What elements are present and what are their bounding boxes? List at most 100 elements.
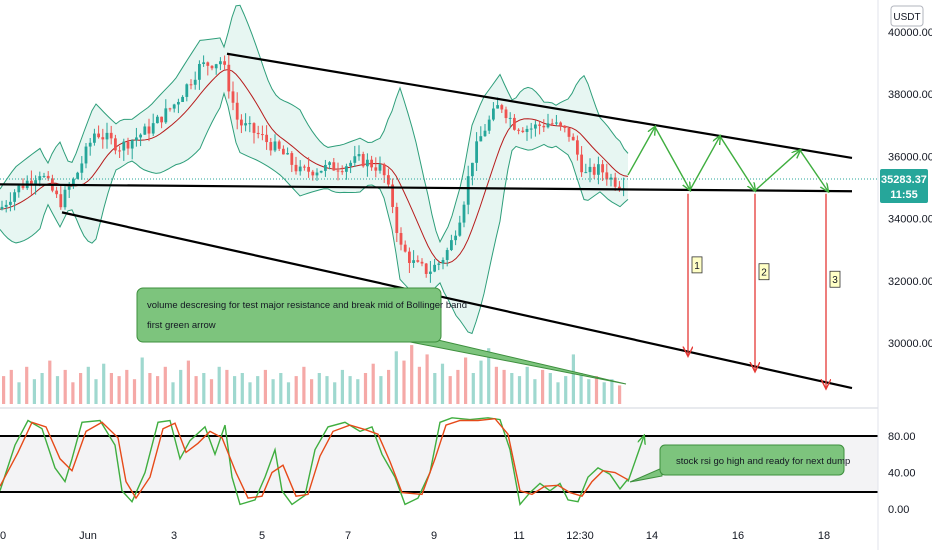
candle-body	[479, 136, 483, 142]
bollinger-band	[0, 4, 629, 335]
candle-body	[55, 190, 58, 195]
candle-body	[496, 105, 499, 109]
candle-body	[592, 166, 596, 175]
candle-body	[315, 172, 319, 176]
volume-bar	[556, 382, 560, 404]
bollinger-lower	[0, 91, 629, 335]
candle-body	[483, 130, 487, 137]
trendline-lower-channel[interactable]	[61, 211, 853, 390]
volume-bar	[48, 360, 52, 404]
candle-body	[38, 176, 42, 181]
candle-body	[206, 62, 210, 66]
candle-body	[504, 109, 508, 119]
candle-body	[273, 141, 277, 151]
time-tick-label: 9	[431, 530, 437, 542]
candle-body	[492, 108, 495, 120]
volume-bar	[456, 369, 460, 404]
candle-body	[546, 123, 550, 128]
volume-bar	[571, 354, 575, 404]
drop-marker-label-3: 3	[832, 275, 838, 286]
candle-body	[164, 108, 168, 123]
price-tick-label: 36000.00	[888, 151, 932, 163]
volume-bar	[286, 382, 291, 404]
price-tick-label: 38000.00	[888, 89, 932, 101]
volume-bar	[371, 363, 375, 404]
time-axis-ticks[interactable]: 30 Jun 3 5 7 9 11 12:30 14 16 18	[0, 530, 830, 542]
volume-bar	[594, 376, 599, 404]
candle-body	[30, 180, 33, 185]
candle-body	[555, 122, 558, 124]
candle-body	[290, 153, 294, 165]
time-tick-label: 30	[0, 530, 6, 542]
volume-note-box	[136, 287, 442, 343]
candle-body	[332, 162, 336, 171]
candle-body	[34, 180, 37, 185]
unit-box[interactable]	[890, 5, 924, 27]
candle-body	[261, 134, 264, 136]
candle-body	[403, 244, 407, 252]
stoch-rsi-pane[interactable]: stock rsi go high and ready for next dum…	[0, 417, 878, 506]
candle-body	[450, 240, 453, 251]
candle-body	[4, 204, 8, 207]
candle-body	[109, 132, 113, 139]
candle-body	[445, 250, 449, 260]
candle-body	[101, 137, 105, 140]
price-pane[interactable]: 1 2 3	[0, 4, 878, 390]
volume-bar	[618, 385, 622, 404]
candle-body	[471, 162, 474, 177]
stoch-rsi-projection-arrow	[627, 436, 644, 482]
time-tick-label: Jun	[79, 530, 97, 542]
volume-bar	[425, 354, 429, 404]
volume-bar	[510, 373, 514, 404]
volume-bar	[263, 369, 267, 404]
volume-bar	[541, 369, 545, 404]
candle-body	[202, 62, 205, 64]
candle-body	[72, 178, 75, 187]
volume-bar	[502, 369, 506, 404]
volume-bar	[256, 376, 260, 404]
volume-bar	[387, 369, 391, 404]
candle-body	[500, 105, 504, 110]
volume-bar	[525, 366, 529, 404]
candle-body	[122, 141, 126, 151]
stoch-rsi-tick-label: 80.00	[888, 431, 916, 443]
candle-body	[235, 102, 239, 120]
volume-bar	[294, 376, 298, 404]
volume-bar	[479, 360, 483, 404]
candle-body	[294, 164, 298, 172]
candle-body	[521, 130, 525, 132]
volume-note-line-2: first green arrow	[147, 320, 216, 331]
stoch-rsi-tick-label: 40.00	[888, 468, 916, 480]
trendline-upper-resistance[interactable]	[226, 52, 853, 160]
rsi-note-callout[interactable]: stock rsi go high and ready for next dum…	[629, 444, 850, 483]
bollinger-basis	[0, 69, 629, 264]
volume-bar	[302, 366, 306, 404]
drop-marker-label-1: 1	[694, 261, 700, 272]
candle-body	[609, 177, 613, 180]
volume-bar	[333, 382, 337, 404]
price-scale[interactable]: USDT 40000.00 38000.00 36000.00 34000.00 320…	[877, 0, 932, 550]
candle-body	[151, 123, 155, 134]
candle-body	[248, 123, 252, 125]
volume-bar	[194, 376, 198, 404]
trendlines	[0, 52, 853, 390]
volume-note-callout[interactable]: volume descresing for test major resista…	[136, 287, 627, 385]
trendline-support[interactable]	[0, 183, 853, 193]
projected-move-arrow	[689, 136, 720, 191]
candle-body	[160, 116, 163, 123]
candle-body	[303, 166, 306, 168]
candle-body	[76, 172, 79, 179]
candle-body	[21, 185, 25, 189]
candle-body	[336, 170, 340, 172]
volume-bar	[86, 366, 90, 404]
price-tick-label: 40000.00	[888, 27, 932, 39]
volume-note-line-1: volume descresing for test major resista…	[147, 300, 467, 311]
candle-body	[395, 206, 399, 234]
candle-body	[349, 162, 352, 167]
candle-body	[143, 126, 147, 135]
candle-body	[13, 192, 16, 202]
volume-bar	[225, 369, 229, 404]
projected-drop-arrows: 1 2 3	[688, 193, 841, 388]
candle-body	[420, 261, 424, 264]
